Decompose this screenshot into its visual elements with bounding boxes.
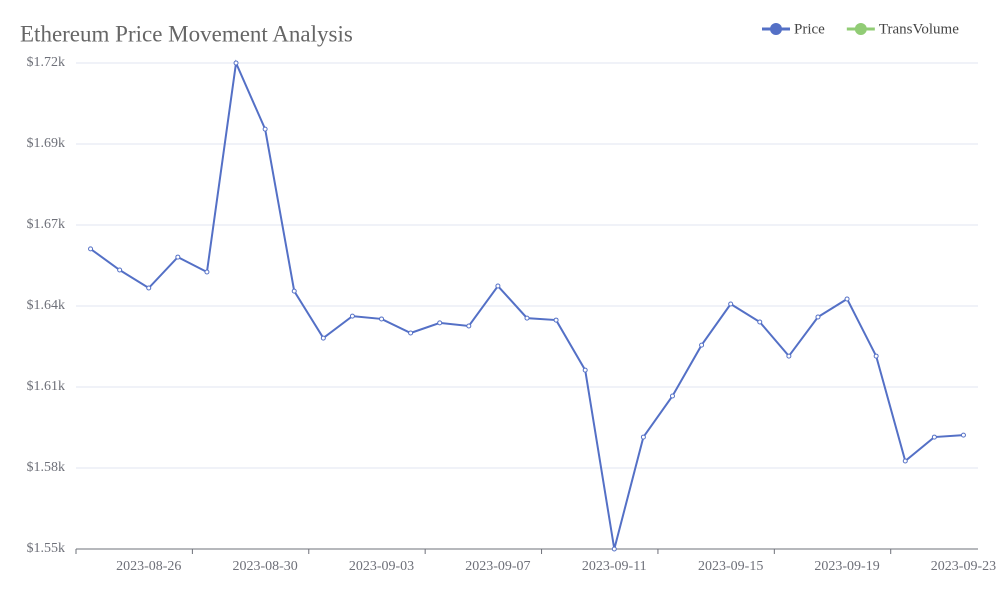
point [88,246,94,252]
point [873,353,879,359]
x-tick-label: 2023-08-26 [116,559,181,574]
y-tick-label: $1.72k [27,55,66,70]
point [669,393,675,399]
point [495,283,501,289]
point [466,323,472,329]
legend-icon [770,23,782,35]
point [146,285,152,291]
point [640,434,646,440]
point [844,296,850,302]
y-tick-label: $1.61k [27,379,66,394]
point [582,367,588,373]
y-tick-label: $1.58k [27,460,66,475]
x-tick-label: 2023-09-03 [349,559,414,574]
point [408,330,414,336]
point [262,126,268,132]
legend-label: Price [794,21,825,37]
point [960,432,966,438]
point [117,267,123,273]
chart-title: Ethereum Price Movement Analysis [20,21,353,46]
point [699,342,705,348]
point [320,335,326,341]
point [815,314,821,320]
point [291,288,297,294]
x-tick-label: 2023-09-15 [698,559,763,574]
point [553,317,559,323]
point [175,254,181,260]
point [611,546,617,552]
point [786,353,792,359]
point [379,316,385,322]
point [931,434,937,440]
point [437,320,443,326]
x-tick-label: 2023-09-23 [931,559,996,574]
x-tick-label: 2023-09-19 [814,559,879,574]
y-tick-label: $1.69k [27,136,66,151]
legend-label: TransVolume [879,21,959,37]
point [233,60,239,66]
point [524,315,530,321]
y-tick-label: $1.55k [27,541,66,556]
point [728,301,734,307]
legend-icon [854,23,867,35]
y-tick-label: $1.64k [27,298,66,313]
y-tick-label: $1.67k [27,217,66,232]
x-tick-label: 2023-09-07 [465,559,530,574]
point [757,319,763,325]
point [902,458,908,464]
x-tick-label: 2023-09-11 [582,559,647,574]
x-tick-label: 2023-08-30 [232,559,297,574]
point [349,313,355,319]
point [204,269,210,275]
